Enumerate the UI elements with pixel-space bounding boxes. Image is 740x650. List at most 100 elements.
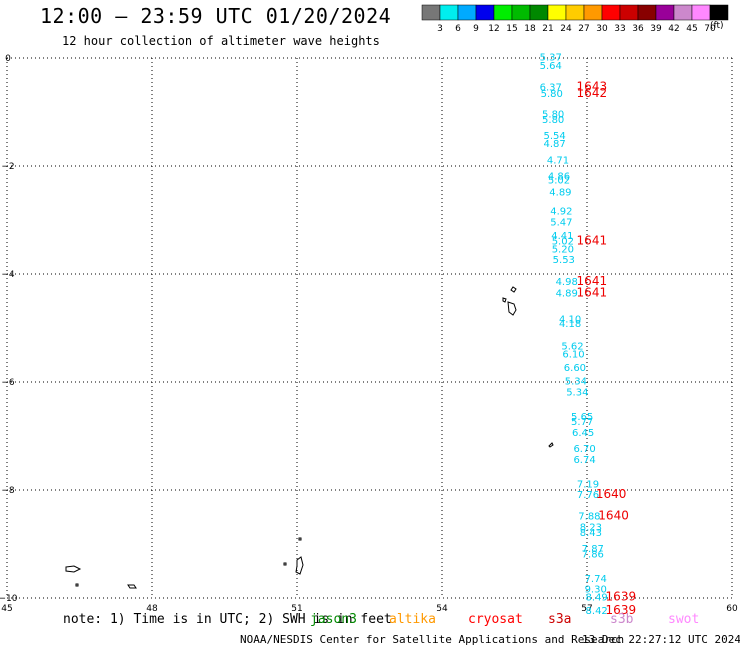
wave-height-label: 5.37 [540, 53, 562, 64]
colorbar-label: 9 [473, 24, 479, 34]
satellite-legend-item: altika [389, 612, 436, 627]
wave-height-label: 5.54 [543, 131, 565, 142]
colorbar-label: 36 [632, 24, 644, 34]
pass-time-label: 1641 [577, 233, 608, 247]
colorbar-unit: (ft) [710, 21, 724, 31]
coastline-outline [502, 297, 507, 303]
credit-line: NOAA/NESDIS Center for Satellite Applica… [240, 633, 625, 646]
wave-height-label: 6.74 [573, 455, 595, 466]
colorbar-label: 33 [614, 24, 625, 34]
wave-height-label: 8.23 [580, 523, 602, 534]
wave-height-label: 4.92 [550, 207, 572, 218]
colorbar-label: 15 [506, 24, 517, 34]
colorbar-swatch [709, 4, 729, 21]
wave-height-label: 8.42 [586, 606, 608, 617]
wave-height-label: 4.89 [549, 188, 571, 199]
pass-time-label: 1639 [606, 603, 637, 617]
wave-height-label: 5.80 [541, 89, 563, 100]
wave-height-label: 6.37 [540, 82, 562, 93]
y-tick-label: −8 [1, 486, 15, 496]
pass-time-label: 1643 [577, 79, 608, 93]
chart-title: 12:00 – 23:59 UTC 01/20/2024 [40, 4, 392, 28]
wave-height-label: 5.64 [540, 61, 562, 72]
wave-height-label: 4.41 [551, 231, 573, 242]
x-tick-label: 48 [146, 604, 158, 614]
y-tick-label: 0 [5, 54, 11, 64]
colorbar-label: 3 [437, 24, 443, 34]
colorbar-label: 27 [578, 24, 589, 34]
wave-height-label: 8.43 [580, 528, 602, 539]
coastline-outline [65, 565, 82, 573]
colorbar-label: 24 [560, 24, 572, 34]
colorbar-label: 70 [704, 24, 716, 34]
wave-height-label: 5.34 [565, 377, 587, 388]
pass-time-label: 1639 [606, 590, 637, 604]
wave-height-label: 4.98 [556, 277, 578, 288]
wave-height-label: 4.10 [559, 315, 581, 326]
chart-subtitle: 12 hour collection of altimeter wave hei… [62, 34, 380, 48]
colorbar-label: 12 [488, 24, 499, 34]
satellite-legend-item: swot [668, 612, 700, 627]
wave-height-label: 9.30 [585, 585, 607, 596]
colorbar-label: 18 [524, 24, 536, 34]
wave-height-label: 6.60 [564, 363, 586, 374]
wave-height-label: 4.86 [548, 172, 570, 183]
coastline-outline [75, 583, 79, 587]
wave-height-label: 5.65 [571, 412, 593, 423]
generated-timestamp: 13 Dec 22:27:12 UTC 2024 [582, 633, 740, 646]
wave-height-label: 7.87 [582, 544, 604, 555]
coastline-outline [127, 584, 137, 589]
wave-height-label: 5.53 [553, 255, 575, 266]
wave-height-label: 5.47 [550, 217, 572, 228]
x-tick-label: 51 [291, 604, 302, 614]
wave-height-label: 5.34 [566, 388, 588, 399]
coastline-outline [507, 301, 517, 316]
colorbar-label: 6 [455, 24, 461, 34]
x-tick-label: 45 [1, 604, 12, 614]
colorbar-label: 39 [650, 24, 662, 34]
wave-height-label: 5.20 [552, 244, 574, 255]
coastline-outline [548, 442, 554, 448]
colorbar-label: 45 [686, 24, 697, 34]
coastline-outline [510, 286, 517, 293]
colorbar-label: 30 [596, 24, 608, 34]
wave-height-label: 6.10 [562, 350, 584, 361]
wave-height-label: 4.87 [543, 139, 565, 150]
wave-height-label: 7.19 [577, 479, 599, 490]
pass-time-label: 1640 [596, 487, 627, 501]
wave-height-label: 5.62 [561, 342, 583, 353]
colorbar-label: 21 [542, 24, 553, 34]
pass-time-label: 1640 [598, 509, 629, 523]
satellite-legend-item: s3b [610, 612, 634, 627]
coastline-outline [283, 562, 287, 566]
colorbar-svg: 3 6 9 12 15 18 21 24 27 30 33 36 39 42 45 70 [421, 4, 729, 34]
wave-height-label: 7.88 [578, 512, 600, 523]
wave-height-label: 8.49 [586, 593, 608, 604]
pass-time-label: 1641 [577, 274, 608, 288]
x-tick-label: 60 [726, 604, 738, 614]
wave-height-label: 7.76 [577, 490, 599, 501]
wave-height-label: 6.45 [572, 428, 594, 439]
wave-height-label: 5.02 [552, 236, 574, 247]
wave-height-label: 5.77 [571, 417, 593, 428]
coastline-outline [298, 537, 302, 541]
wave-height-label: 5.80 [542, 115, 564, 126]
satellite-legend-item: jason3 [310, 612, 357, 627]
colorbar: 3 6 9 12 15 18 21 24 27 30 33 36 39 42 45 70 [0, 0, 740, 44]
satellite-legend-item: s3a [548, 612, 572, 627]
wave-height-label: 4.71 [547, 155, 569, 166]
colorbar-label: 42 [668, 24, 679, 34]
y-tick-label: −2 [1, 162, 14, 172]
footnote: note: 1) Time is in UTC; 2) SWH is in fe… [63, 612, 392, 627]
x-tick-label: 54 [436, 604, 448, 614]
wave-height-label: 6.70 [573, 444, 595, 455]
y-tick-label: −6 [1, 378, 15, 388]
y-tick-label: −4 [1, 270, 15, 280]
x-tick-label: 57 [581, 604, 592, 614]
wave-height-label: 4.18 [559, 319, 581, 330]
wave-height-label: 7.86 [582, 550, 604, 561]
pass-time-label: 1642 [577, 86, 608, 100]
pass-time-label: 1641 [577, 286, 608, 300]
wave-height-label: 5.02 [548, 175, 570, 186]
